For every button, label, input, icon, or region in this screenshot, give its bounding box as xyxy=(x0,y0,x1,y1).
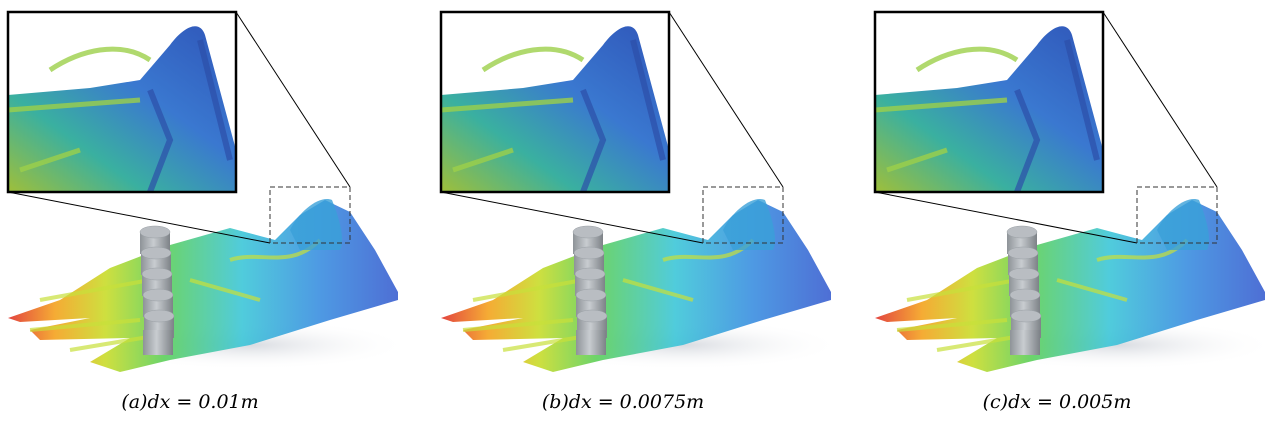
panel: (c)dx = 0.005m xyxy=(875,12,1268,413)
cylinder-top xyxy=(574,247,604,259)
caption: (b)dx = 0.0075m xyxy=(542,391,704,413)
cylinder-top xyxy=(576,289,606,301)
connector xyxy=(236,12,350,187)
cylinder-top xyxy=(1011,310,1041,322)
figure: (a)dx = 0.01m (b)dx = 0.0075m (c)dx = 0.00… xyxy=(0,0,1268,426)
cylinder-top xyxy=(142,268,172,280)
cylinder-top xyxy=(575,268,605,280)
cylinder-top xyxy=(577,310,607,322)
caption: (c)dx = 0.005m xyxy=(983,391,1132,413)
cylinder-top xyxy=(1007,226,1037,238)
connector xyxy=(875,192,1137,243)
cylinder-top xyxy=(143,289,173,301)
caption: (a)dx = 0.01m xyxy=(121,391,258,413)
cylinder-top xyxy=(141,247,171,259)
cylinder-top xyxy=(1010,289,1040,301)
cylinder-top xyxy=(1009,268,1039,280)
panel: (b)dx = 0.0075m xyxy=(441,12,843,413)
cylinder xyxy=(1010,330,1040,355)
connector xyxy=(669,12,783,187)
cylinder xyxy=(576,330,606,355)
cylinder-top xyxy=(1008,247,1038,259)
connector xyxy=(1103,12,1217,187)
connector xyxy=(8,192,270,243)
fluid-crest xyxy=(723,199,775,250)
cylinder-top xyxy=(140,226,170,238)
fluid-crest xyxy=(1157,199,1209,250)
panel: (a)dx = 0.01m xyxy=(8,12,410,413)
cylinder-top xyxy=(144,310,174,322)
cylinder-top xyxy=(573,226,603,238)
connector xyxy=(441,192,703,243)
cylinder xyxy=(143,330,173,355)
fluid-crest xyxy=(290,199,342,250)
